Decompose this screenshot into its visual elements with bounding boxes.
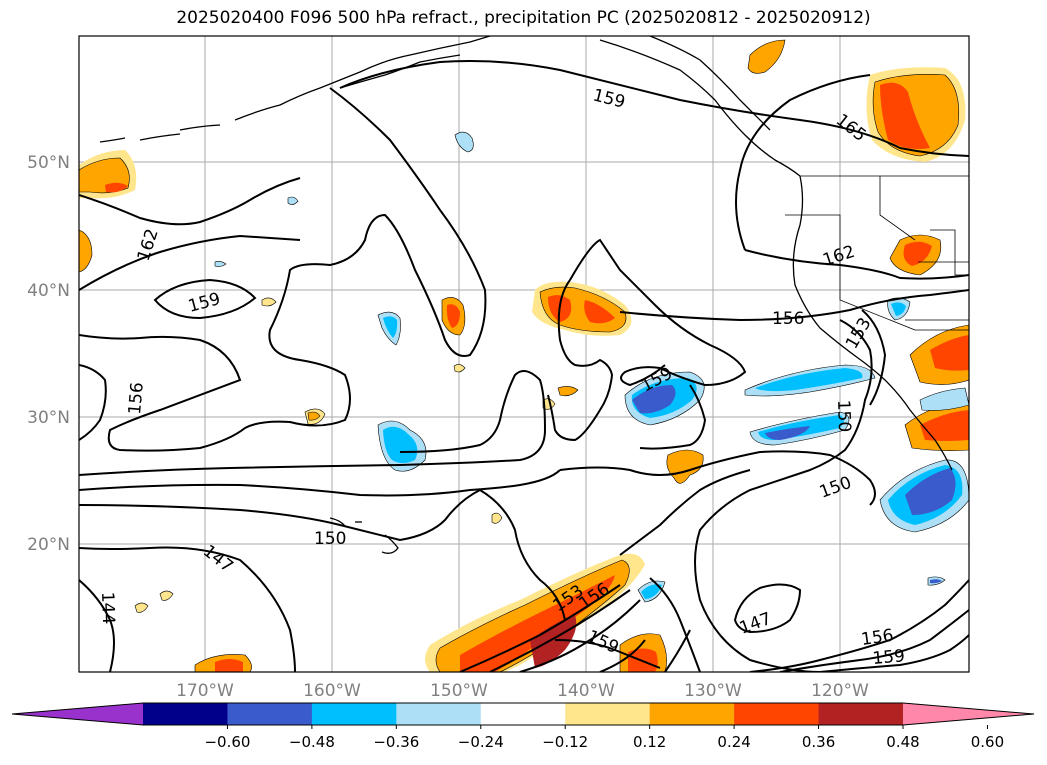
borders — [785, 175, 969, 331]
contour-label: 150 — [833, 399, 854, 432]
contour-label: 159 — [591, 85, 627, 112]
precipitation-shading — [79, 39, 969, 672]
colorbar-segment — [143, 703, 228, 725]
colorbar-outline — [11, 702, 1035, 726]
lat-label: 20°N — [27, 535, 70, 555]
colorbar-tick-label: 0.12 — [633, 733, 666, 751]
contour-label: 165 — [832, 110, 870, 146]
coastlines — [99, 36, 953, 554]
lon-label: 150°W — [430, 681, 488, 701]
colorbar-tick-label: 0.60 — [971, 733, 1004, 751]
longitude-axis: 170°W 160°W 150°W 140°W 130°W 120°W — [176, 681, 869, 701]
colorbar-segment — [734, 703, 820, 725]
contour-label: 156 — [772, 309, 804, 329]
contour-label: 159 — [584, 626, 622, 658]
colorbar-tick-label: 0.48 — [886, 733, 919, 751]
map-plot-area: 159 165 162 159 156 153 162 159 156 150 … — [79, 36, 969, 672]
colorbar-tick-label: −0.48 — [289, 733, 335, 751]
map-frame — [78, 35, 970, 673]
refractivity-contours — [79, 60, 969, 672]
map-title: 2025020400 F096 500 hPa refract., precip… — [176, 8, 871, 28]
colorbar-segment — [311, 703, 397, 725]
lon-label: 160°W — [303, 681, 361, 701]
colorbar-segment — [565, 703, 651, 725]
lon-label: 140°W — [557, 681, 615, 701]
colorbar-segment — [227, 703, 313, 725]
lat-label: 30°N — [27, 408, 70, 428]
colorbar-extend-low — [12, 703, 143, 725]
latitude-axis: 50°N 40°N 30°N 20°N — [27, 153, 70, 555]
colorbar-tick-label: −0.36 — [373, 733, 419, 751]
colorbar: −0.60 −0.48 −0.36 −0.24 −0.12 0.12 0.24 0.36 0.4… — [11, 702, 1035, 751]
graticule — [79, 36, 969, 672]
contour-label: 150 — [314, 529, 346, 549]
colorbar-segment — [649, 703, 735, 725]
colorbar-segment — [818, 703, 904, 725]
contour-label: 150 — [817, 473, 854, 503]
lat-label: 40°N — [27, 281, 70, 301]
colorbar-tick-label: 0.36 — [802, 733, 835, 751]
colorbar-extend-high — [903, 703, 1034, 725]
contour-label: 159 — [872, 646, 906, 669]
contour-label: 147 — [737, 609, 774, 639]
lon-label: 130°W — [684, 681, 742, 701]
lon-label: 170°W — [176, 681, 234, 701]
contour-label: 159 — [186, 289, 223, 317]
colorbar-segment — [480, 703, 566, 725]
lat-label: 50°N — [27, 153, 70, 173]
colorbar-tick-label: 0.24 — [717, 733, 750, 751]
colorbar-tick-label: −0.60 — [204, 733, 250, 751]
contour-label: 162 — [134, 226, 163, 263]
colorbar-tick-label: −0.24 — [458, 733, 504, 751]
contour-label: 156 — [125, 381, 148, 415]
colorbar-segment — [396, 703, 482, 725]
lon-label: 120°W — [811, 681, 869, 701]
contour-label: 144 — [97, 591, 118, 624]
contour-label: 156 — [860, 626, 895, 650]
colorbar-tick-label: −0.12 — [542, 733, 588, 751]
